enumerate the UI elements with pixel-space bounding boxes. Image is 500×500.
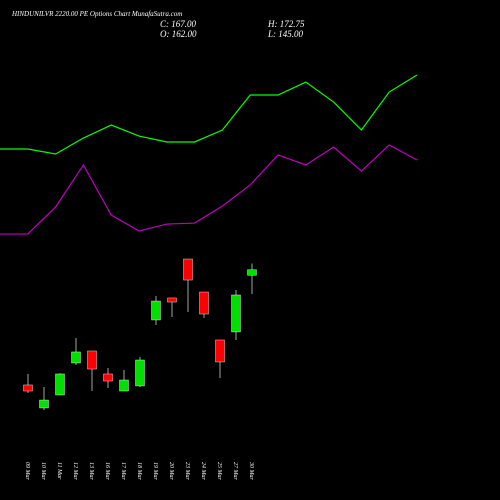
candle-body [151, 300, 161, 321]
x-tick-label: 30 Mar [248, 461, 254, 480]
candle-body [167, 297, 177, 303]
candle-body [135, 359, 145, 387]
candle-body [247, 269, 257, 276]
readout-low: L: 145.00 [267, 29, 304, 39]
chart-title: HINDUNILVR 2220.00 PE Options Chart Muna… [11, 10, 182, 18]
x-tick-label: 25 Mar [216, 462, 222, 480]
indicator-line [0, 144, 418, 235]
x-tick-label: 19 Mar [152, 462, 158, 480]
candle-body [231, 294, 241, 333]
readout-open: O: 162.00 [160, 29, 197, 39]
x-tick-label: 10 Mar [40, 462, 46, 480]
candle-body [87, 350, 97, 370]
x-tick-label: 11 Mar [56, 462, 62, 480]
x-tick-label: 27 Mar [232, 462, 238, 480]
x-tick-label: 24 Mar [200, 462, 207, 480]
candle-body [71, 351, 81, 364]
candle-body [215, 339, 225, 363]
indicator-line [0, 74, 418, 155]
x-tick-label: 18 Mar [136, 462, 142, 480]
x-tick-label: 20 Mar [168, 462, 174, 480]
candle-body [183, 258, 193, 281]
candle-body [103, 373, 113, 382]
x-tick-label: 23 Mar [184, 462, 190, 480]
candle-body [23, 384, 33, 392]
x-tick-label: 12 Mar [72, 462, 78, 480]
x-tick-label: 13 Mar [88, 462, 94, 480]
readout-close: C: 167.00 [160, 19, 197, 29]
candle-body [199, 291, 209, 315]
x-tick-label: 16 Mar [104, 462, 110, 480]
readout-high: H: 172.75 [267, 19, 305, 29]
x-tick-label: 17 Mar [120, 462, 126, 480]
x-tick-label: 09 Mar [24, 462, 30, 480]
candle-body [55, 373, 65, 396]
candle-body [119, 379, 129, 392]
candle-body [39, 399, 49, 409]
